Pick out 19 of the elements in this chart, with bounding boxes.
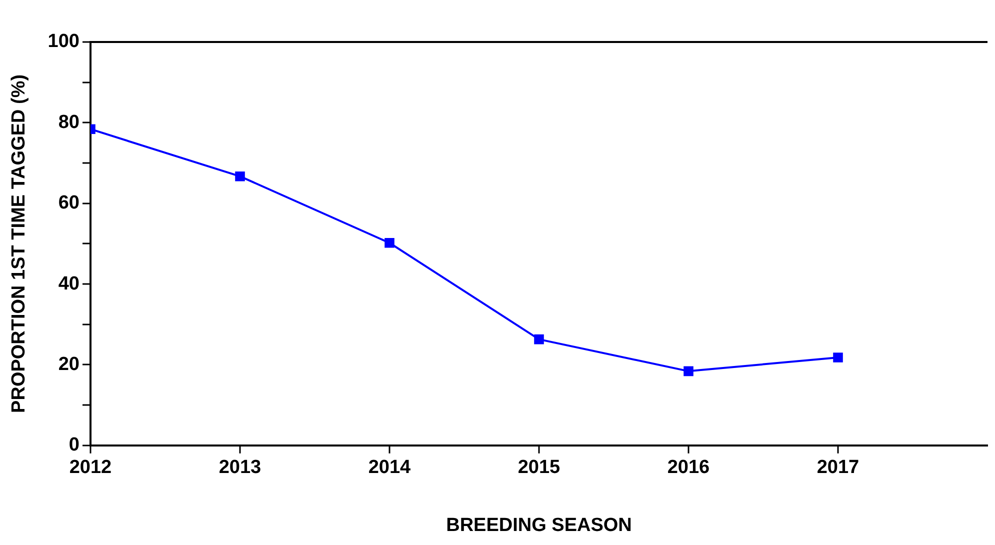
x-tick-label: 2015 — [518, 457, 561, 478]
point — [384, 238, 394, 248]
y-tick-label: 80 — [58, 112, 80, 133]
y-tick-label: 0 — [68, 434, 80, 456]
point — [833, 352, 843, 362]
x-tick-label: 2012 — [69, 457, 112, 478]
x-tick-label: 2016 — [667, 457, 710, 478]
point — [684, 366, 694, 376]
x-tick-label: 2017 — [816, 457, 860, 478]
point — [235, 171, 245, 182]
y-axis-title: PROPORTION 1ST TIME TAGGED (%) — [8, 74, 30, 413]
x-axis-title: BREEDING SEASON — [446, 514, 632, 536]
point — [534, 334, 544, 344]
y-tick-label: 60 — [58, 192, 80, 214]
y-tick-label: 20 — [58, 354, 80, 375]
y-tick-label: 40 — [58, 273, 80, 294]
y-tick-label: 100 — [48, 31, 80, 52]
x-tick-label: 2014 — [368, 457, 412, 478]
x-tick-label: 2013 — [218, 457, 262, 478]
